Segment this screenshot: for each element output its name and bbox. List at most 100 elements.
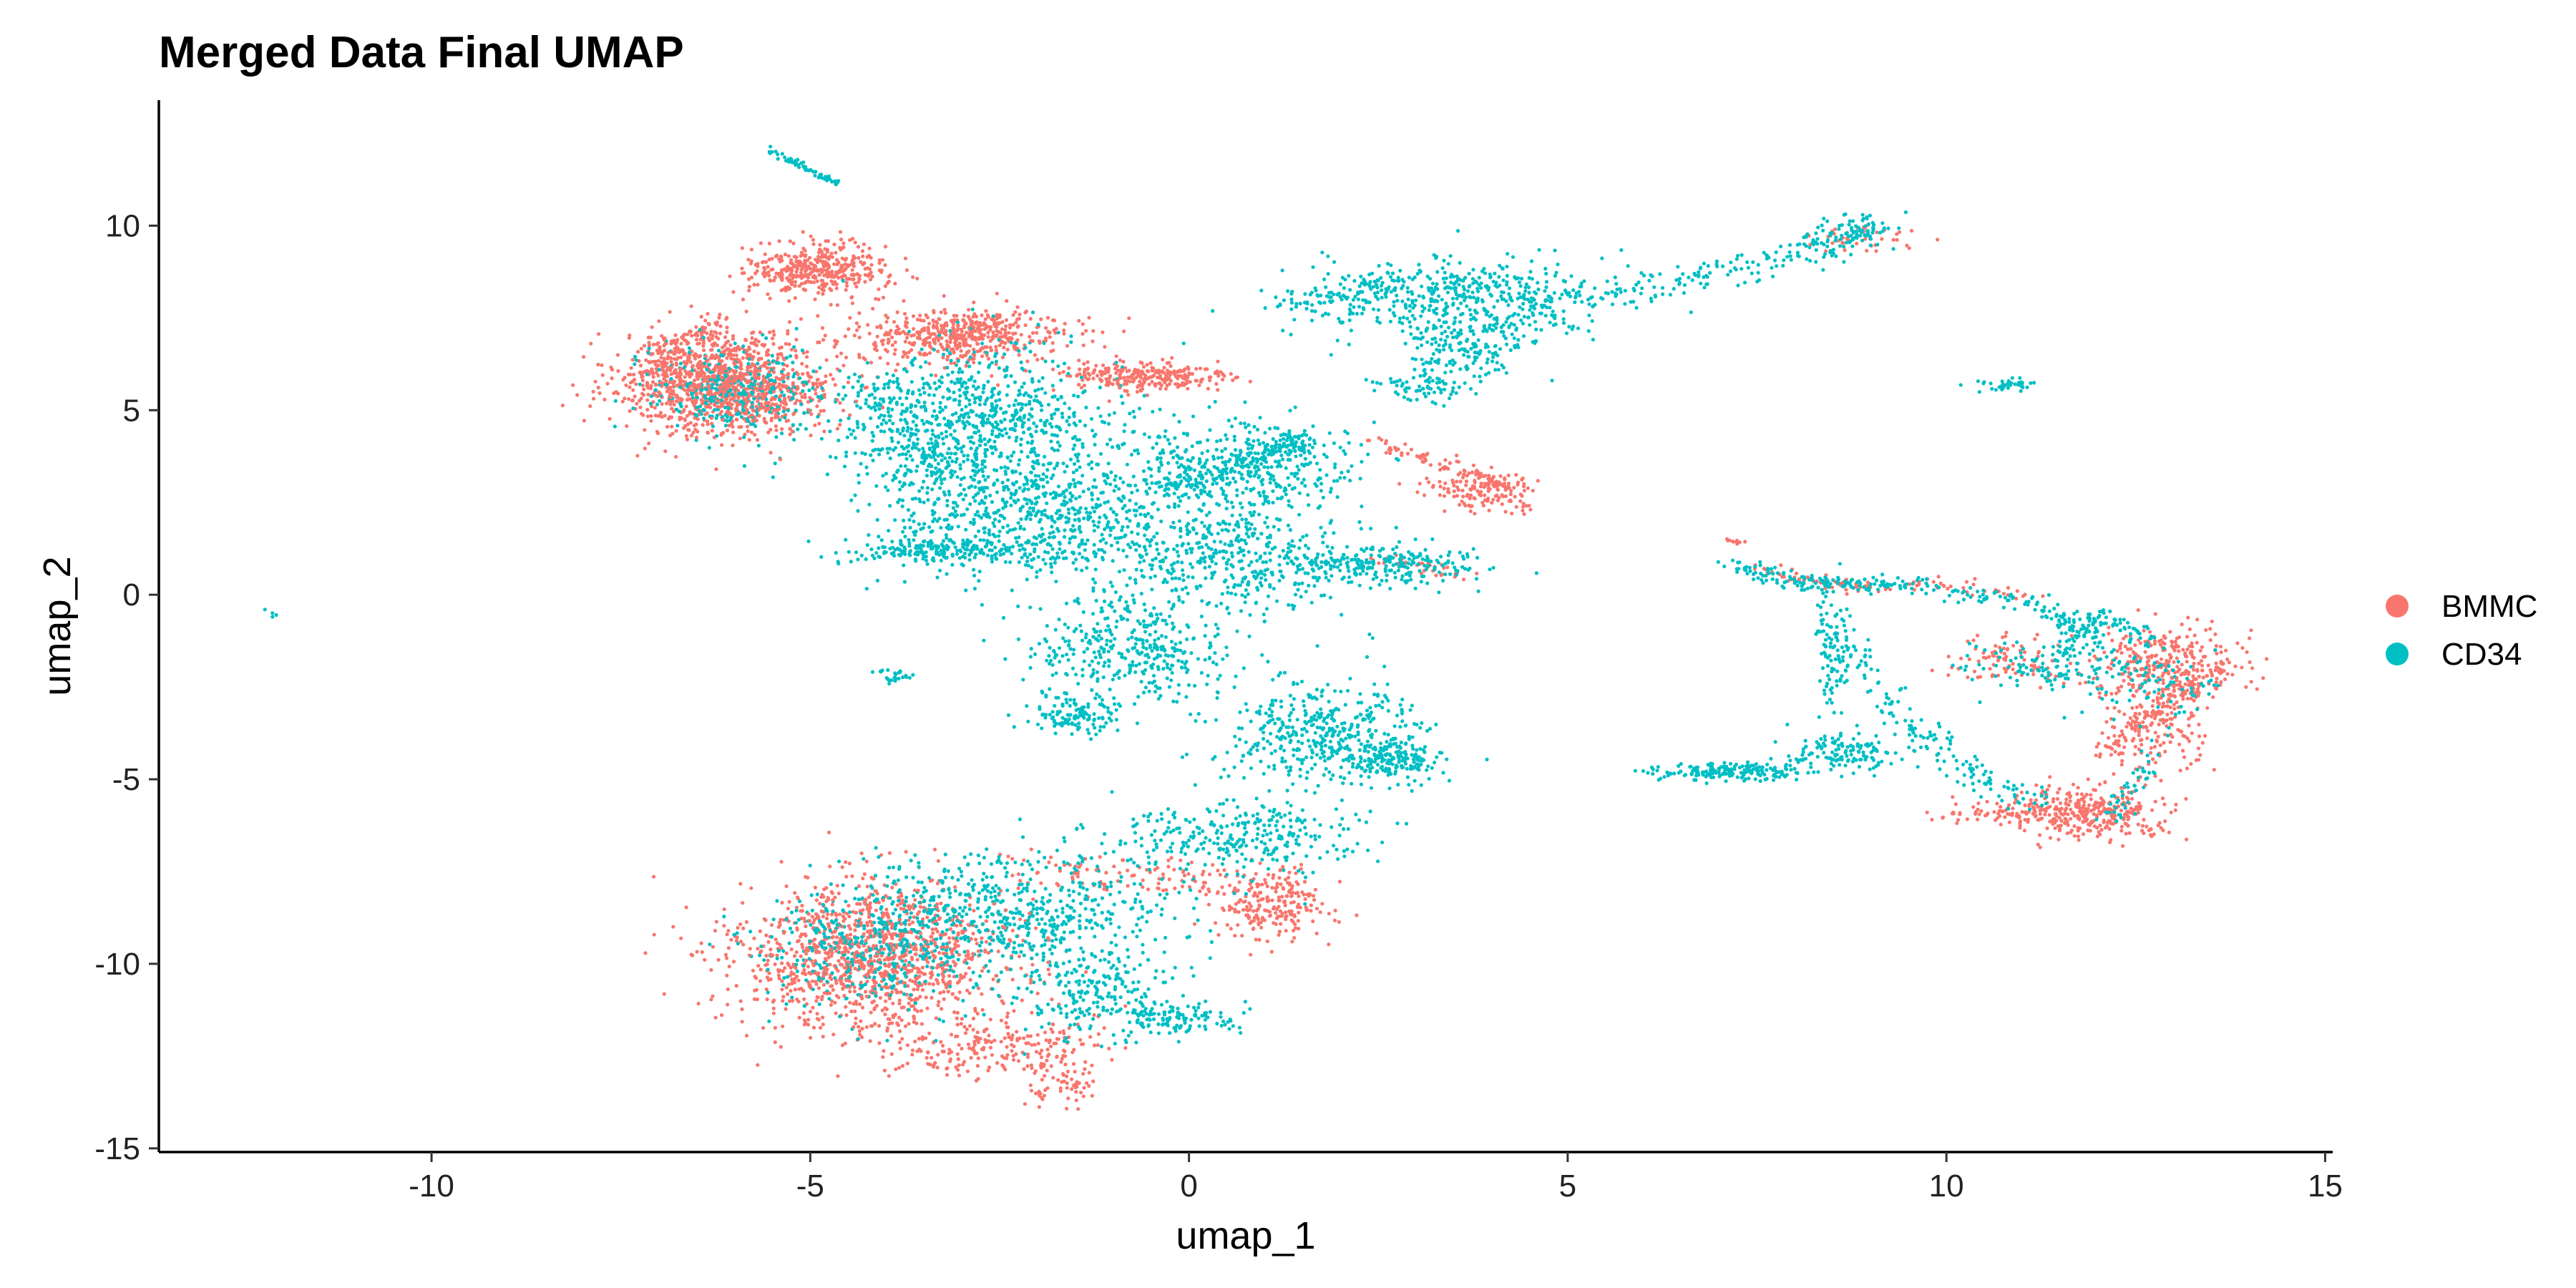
point-bmmc — [1166, 864, 1171, 869]
point-bmmc — [2192, 661, 2196, 665]
point-bmmc — [2265, 657, 2269, 661]
point-bmmc — [882, 1049, 886, 1053]
point-bmmc — [788, 286, 792, 291]
point-bmmc — [1011, 1053, 1015, 1058]
point-bmmc — [972, 1049, 976, 1053]
point-bmmc — [1463, 469, 1467, 474]
point-bmmc — [728, 379, 733, 384]
point-bmmc — [1183, 373, 1187, 377]
point-bmmc — [2107, 736, 2111, 740]
point-bmmc — [643, 951, 648, 955]
point-bmmc — [2133, 723, 2138, 728]
point-bmmc — [2109, 691, 2114, 696]
point-bmmc — [2130, 796, 2135, 801]
point-bmmc — [786, 254, 791, 258]
point-bmmc — [2248, 660, 2252, 665]
point-bmmc — [647, 441, 651, 446]
point-bmmc — [2183, 734, 2187, 738]
point-bmmc — [1405, 452, 1410, 456]
point-bmmc — [753, 263, 758, 267]
point-bmmc — [2152, 745, 2157, 749]
point-bmmc — [2048, 836, 2053, 840]
point-bmmc — [680, 336, 686, 341]
point-bmmc — [1383, 441, 1388, 446]
point-bmmc — [832, 345, 836, 349]
point-bmmc — [1029, 977, 1033, 982]
point-bmmc — [743, 432, 747, 436]
point-bmmc — [746, 429, 750, 434]
point-bmmc — [694, 325, 698, 329]
point-bmmc — [959, 348, 963, 353]
point-bmmc — [2132, 720, 2137, 724]
point-bmmc — [972, 909, 976, 913]
point-bmmc — [699, 941, 703, 945]
point-bmmc — [2013, 801, 2017, 805]
point-bmmc — [582, 355, 586, 359]
point-bmmc — [797, 284, 801, 288]
point-bmmc — [824, 899, 829, 904]
point-bmmc — [2165, 713, 2170, 717]
point-bmmc — [1487, 508, 1491, 513]
point-bmmc — [1521, 504, 1526, 509]
point-bmmc — [714, 467, 718, 472]
point-bmmc — [706, 422, 710, 426]
point-bmmc — [971, 932, 975, 936]
point-bmmc — [809, 270, 813, 275]
point-bmmc — [830, 902, 834, 907]
point-bmmc — [888, 932, 892, 937]
point-bmmc — [1096, 1032, 1101, 1036]
point-bmmc — [2007, 820, 2011, 824]
point-bmmc — [1045, 1068, 1049, 1073]
point-bmmc — [2195, 618, 2200, 622]
point-bmmc — [1161, 357, 1165, 362]
point-bmmc — [767, 971, 771, 975]
point-bmmc — [991, 977, 995, 982]
point-bmmc — [766, 292, 770, 296]
point-bmmc — [867, 246, 872, 250]
point-bmmc — [1462, 472, 1466, 477]
point-bmmc — [912, 987, 916, 992]
point-bmmc — [1062, 331, 1066, 336]
point-bmmc — [686, 393, 691, 397]
point-bmmc — [616, 369, 620, 374]
point-bmmc — [1830, 241, 1835, 245]
point-bmmc — [793, 283, 797, 288]
point-bmmc — [1930, 817, 1934, 822]
point-bmmc — [1025, 359, 1030, 364]
point-bmmc — [906, 904, 910, 909]
point-bmmc — [952, 960, 956, 964]
point-bmmc — [701, 325, 706, 329]
point-bmmc — [2192, 677, 2196, 681]
point-bmmc — [780, 258, 784, 263]
point-bmmc — [2174, 802, 2178, 806]
point-bmmc — [1216, 932, 1221, 937]
point-bmmc — [901, 355, 905, 359]
point-bmmc — [1186, 872, 1191, 876]
point-bmmc — [792, 411, 796, 416]
point-bmmc — [1012, 1044, 1016, 1048]
point-bmmc — [999, 1018, 1004, 1023]
point-bmmc — [957, 341, 962, 346]
point-bmmc — [1464, 483, 1468, 487]
point-bmmc — [799, 281, 804, 286]
point-bmmc — [1019, 333, 1023, 337]
point-bmmc — [971, 315, 975, 319]
point-bmmc — [597, 391, 602, 396]
point-bmmc — [1507, 499, 1511, 503]
point-bmmc — [1966, 675, 1970, 680]
point-bmmc — [912, 1020, 916, 1024]
point-bmmc — [986, 331, 990, 335]
point-bmmc — [1101, 363, 1106, 368]
point-bmmc — [1167, 376, 1171, 381]
point-bmmc — [955, 1023, 960, 1027]
point-bmmc — [2098, 752, 2102, 756]
point-bmmc — [1052, 328, 1056, 333]
point-bmmc — [749, 275, 754, 280]
point-bmmc — [791, 368, 795, 372]
point-bmmc — [2214, 680, 2218, 684]
point-bmmc — [1455, 494, 1459, 498]
point-bmmc — [965, 1028, 969, 1032]
point-bmmc — [1365, 439, 1370, 443]
point-bmmc — [916, 330, 920, 334]
point-bmmc — [1045, 1058, 1049, 1063]
